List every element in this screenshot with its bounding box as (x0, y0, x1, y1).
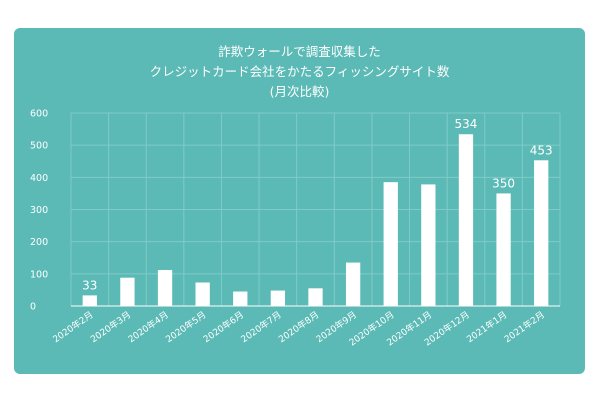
data-label: 350 (492, 176, 515, 190)
y-tick-label: 300 (30, 205, 48, 216)
x-tick-label: 2020年7月 (239, 309, 284, 346)
x-tick-label: 2020年4月 (126, 309, 171, 346)
bar (233, 291, 248, 306)
x-tick-label: 2020年6月 (201, 309, 246, 346)
x-tick-label: 2021年2月 (502, 309, 547, 346)
chart-title-line-2: クレジットカード会社をかたるフィッシングサイト数 (149, 64, 450, 79)
bar (345, 262, 361, 306)
x-tick-label: 2020年2月 (50, 309, 95, 346)
bar (383, 182, 398, 306)
x-tick-label: 2021年1月 (464, 309, 509, 346)
y-tick-label: 500 (30, 141, 48, 152)
bar (458, 134, 474, 306)
x-tick-label: 2020年3月 (88, 309, 133, 346)
data-label: 534 (455, 117, 478, 131)
bar (82, 295, 97, 306)
bar-chart: 0100200300400500600332020年2月2020年3月2020年… (30, 109, 561, 348)
bar (496, 193, 511, 306)
y-tick-label: 100 (30, 269, 48, 280)
y-tick-label: 200 (30, 237, 48, 248)
chart-card: 詐欺ウォールで調査収集した クレジットカード会社をかたるフィッシングサイト数 (… (14, 28, 585, 374)
chart-title-line-1: 詐欺ウォールで調査収集した (218, 44, 381, 59)
y-tick-label: 600 (30, 109, 48, 120)
y-tick-label: 400 (30, 173, 48, 184)
x-tick-label: 2020年8月 (276, 309, 321, 346)
bar (120, 277, 135, 306)
bar (534, 160, 549, 306)
data-label: 453 (530, 143, 553, 157)
x-tick-label: 2020年5月 (163, 309, 208, 346)
bar (308, 288, 323, 306)
bar (270, 290, 286, 306)
bar (421, 184, 436, 306)
data-label: 33 (82, 278, 97, 292)
bar (195, 282, 210, 306)
chart-title: 詐欺ウォールで調査収集した クレジットカード会社をかたるフィッシングサイト数 (… (14, 42, 585, 102)
bar (157, 269, 173, 306)
chart-title-line-3: (月次比較) (269, 84, 330, 99)
y-tick-label: 0 (30, 302, 36, 313)
